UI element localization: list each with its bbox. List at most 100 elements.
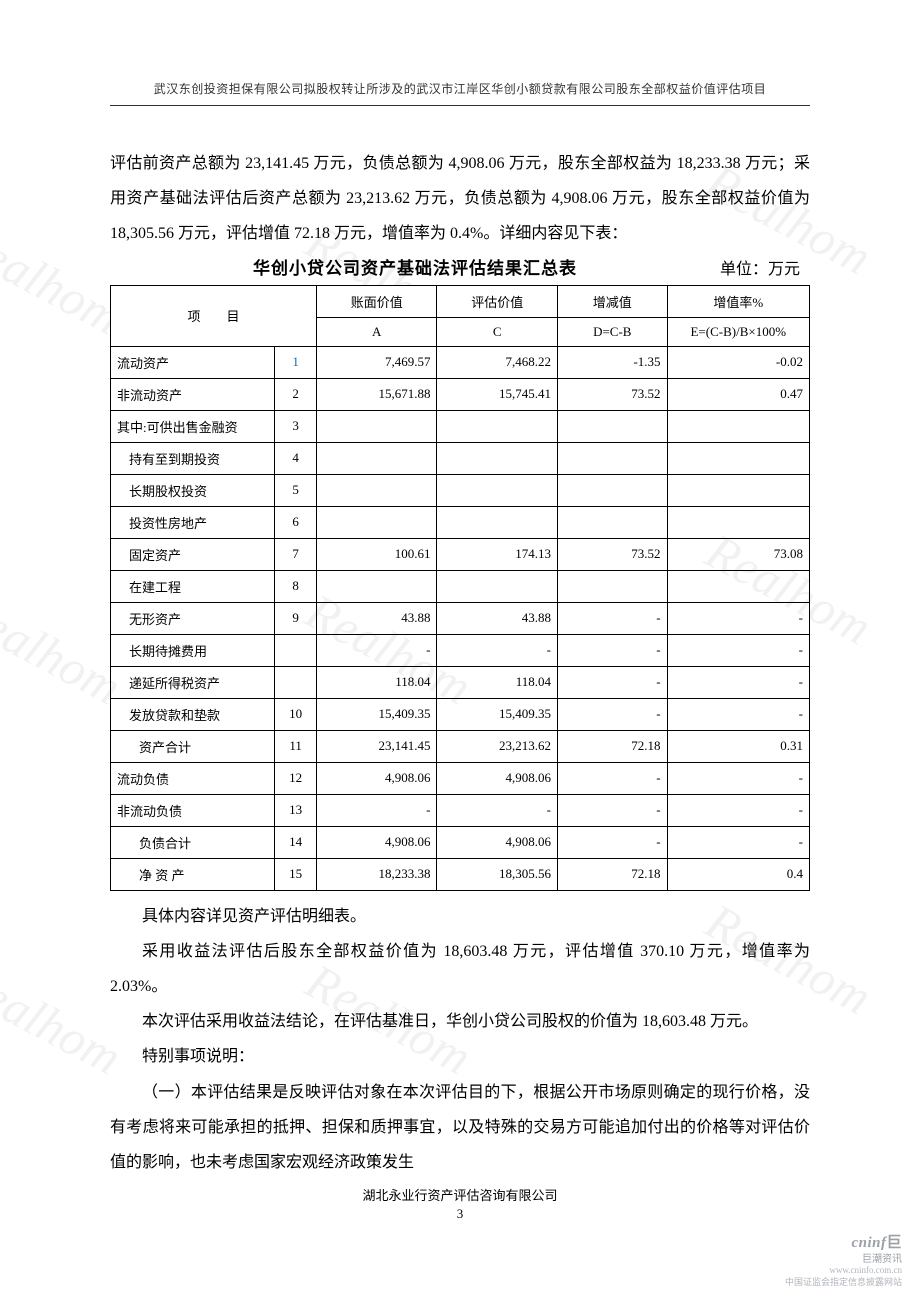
table-row: 在建工程8 bbox=[111, 570, 810, 602]
th-sub-a: A bbox=[316, 317, 437, 346]
logo-url: www.cninfo.com.cn bbox=[785, 1265, 902, 1275]
cell-index: 4 bbox=[275, 442, 317, 474]
cell-book-value bbox=[316, 474, 437, 506]
table-row: 长期待摊费用---- bbox=[111, 634, 810, 666]
th-sub-e: E=(C-B)/B×100% bbox=[667, 317, 809, 346]
cell-rate: - bbox=[667, 826, 809, 858]
cell-book-value: 4,908.06 bbox=[316, 762, 437, 794]
cell-item: 净 资 产 bbox=[111, 858, 275, 890]
cell-item: 固定资产 bbox=[111, 538, 275, 570]
table-row: 负债合计144,908.064,908.06-- bbox=[111, 826, 810, 858]
cell-change bbox=[557, 442, 667, 474]
cell-change bbox=[557, 506, 667, 538]
cell-appraised-value: 7,468.22 bbox=[437, 346, 558, 378]
table-row: 流动负债124,908.064,908.06-- bbox=[111, 762, 810, 794]
logo-tagline: 中国证监会指定信息披露网站 bbox=[785, 1275, 902, 1288]
th-rate: 增值率% bbox=[667, 285, 809, 317]
table-row: 固定资产7100.61174.1373.5273.08 bbox=[111, 538, 810, 570]
cell-item: 发放贷款和垫款 bbox=[111, 698, 275, 730]
th-appraised-value: 评估价值 bbox=[437, 285, 558, 317]
cell-appraised-value: 15,745.41 bbox=[437, 378, 558, 410]
cell-rate bbox=[667, 410, 809, 442]
cell-book-value: - bbox=[316, 794, 437, 826]
cell-appraised-value: 43.88 bbox=[437, 602, 558, 634]
logo-sub: 巨潮资讯 bbox=[785, 1250, 902, 1265]
cell-appraised-value bbox=[437, 570, 558, 602]
table-row: 流动资产17,469.577,468.22-1.35-0.02 bbox=[111, 346, 810, 378]
table-unit: 单位：万元 bbox=[720, 255, 800, 279]
page-content: 武汉东创投资担保有限公司拟股权转让所涉及的武汉市江岸区华创小额贷款有限公司股东全… bbox=[0, 0, 920, 1220]
cell-change: -1.35 bbox=[557, 346, 667, 378]
table-row: 投资性房地产6 bbox=[111, 506, 810, 538]
cell-rate: 73.08 bbox=[667, 538, 809, 570]
cell-appraised-value: - bbox=[437, 794, 558, 826]
cell-index: 1 bbox=[275, 346, 317, 378]
cell-rate: - bbox=[667, 794, 809, 826]
cell-book-value bbox=[316, 442, 437, 474]
cell-change: - bbox=[557, 666, 667, 698]
paragraph-detail-ref: 具体内容详见资产评估明细表。 bbox=[110, 899, 810, 934]
cell-item: 长期股权投资 bbox=[111, 474, 275, 506]
table-row: 其中:可供出售金融资3 bbox=[111, 410, 810, 442]
cell-rate bbox=[667, 442, 809, 474]
cell-index: 12 bbox=[275, 762, 317, 794]
cell-item: 非流动负债 bbox=[111, 794, 275, 826]
cell-rate: 0.4 bbox=[667, 858, 809, 890]
cell-change bbox=[557, 570, 667, 602]
cell-item: 流动资产 bbox=[111, 346, 275, 378]
cell-appraised-value: 15,409.35 bbox=[437, 698, 558, 730]
cell-appraised-value: 174.13 bbox=[437, 538, 558, 570]
cell-change: 73.52 bbox=[557, 538, 667, 570]
cell-change: 73.52 bbox=[557, 378, 667, 410]
cell-appraised-value: - bbox=[437, 634, 558, 666]
cell-book-value: 23,141.45 bbox=[316, 730, 437, 762]
cell-book-value bbox=[316, 410, 437, 442]
table-row: 非流动资产215,671.8815,745.4173.520.47 bbox=[111, 378, 810, 410]
cell-item: 递延所得税资产 bbox=[111, 666, 275, 698]
cell-rate: - bbox=[667, 634, 809, 666]
cell-rate: -0.02 bbox=[667, 346, 809, 378]
cell-index: 11 bbox=[275, 730, 317, 762]
cell-book-value: 15,671.88 bbox=[316, 378, 437, 410]
cell-appraised-value bbox=[437, 474, 558, 506]
paragraph-intro: 评估前资产总额为 23,141.45 万元，负债总额为 4,908.06 万元，… bbox=[110, 146, 810, 252]
th-sub-d: D=C-B bbox=[557, 317, 667, 346]
table-row: 递延所得税资产118.04118.04-- bbox=[111, 666, 810, 698]
cell-book-value bbox=[316, 570, 437, 602]
th-item: 项 目 bbox=[111, 285, 317, 346]
cell-change: - bbox=[557, 602, 667, 634]
cell-appraised-value: 18,305.56 bbox=[437, 858, 558, 890]
cell-appraised-value bbox=[437, 442, 558, 474]
cell-index: 8 bbox=[275, 570, 317, 602]
paragraph-conclusion: 本次评估采用收益法结论，在评估基准日，华创小贷公司股权的价值为 18,603.4… bbox=[110, 1004, 810, 1039]
cell-book-value: 118.04 bbox=[316, 666, 437, 698]
paragraph-income-method: 采用收益法评估后股东全部权益价值为 18,603.48 万元，评估增值 370.… bbox=[110, 934, 810, 1004]
cell-change bbox=[557, 410, 667, 442]
cell-item: 非流动资产 bbox=[111, 378, 275, 410]
cell-book-value: 18,233.38 bbox=[316, 858, 437, 890]
cninfo-logo: cninf巨 巨潮资讯 www.cninfo.com.cn 中国证监会指定信息披… bbox=[785, 1231, 902, 1288]
cell-change: - bbox=[557, 794, 667, 826]
cell-item: 无形资产 bbox=[111, 602, 275, 634]
cell-index: 5 bbox=[275, 474, 317, 506]
cell-change bbox=[557, 474, 667, 506]
table-row: 无形资产943.8843.88-- bbox=[111, 602, 810, 634]
cell-rate: - bbox=[667, 602, 809, 634]
cell-item: 资产合计 bbox=[111, 730, 275, 762]
paragraph-special-title: 特别事项说明： bbox=[110, 1039, 810, 1074]
cell-appraised-value: 4,908.06 bbox=[437, 826, 558, 858]
valuation-table: 项 目 账面价值 评估价值 增减值 增值率% A C D=C-B E=(C-B)… bbox=[110, 285, 810, 891]
cell-book-value: 4,908.06 bbox=[316, 826, 437, 858]
cell-rate: - bbox=[667, 698, 809, 730]
cell-item: 其中:可供出售金融资 bbox=[111, 410, 275, 442]
th-change: 增减值 bbox=[557, 285, 667, 317]
cell-change: 72.18 bbox=[557, 730, 667, 762]
cell-book-value bbox=[316, 506, 437, 538]
cell-change: - bbox=[557, 762, 667, 794]
cell-rate bbox=[667, 474, 809, 506]
cell-item: 投资性房地产 bbox=[111, 506, 275, 538]
table-row: 长期股权投资5 bbox=[111, 474, 810, 506]
paragraph-special-1: （一）本评估结果是反映评估对象在本次评估目的下，根据公开市场原则确定的现行价格，… bbox=[110, 1075, 810, 1181]
cell-item: 长期待摊费用 bbox=[111, 634, 275, 666]
table-row: 非流动负债13---- bbox=[111, 794, 810, 826]
